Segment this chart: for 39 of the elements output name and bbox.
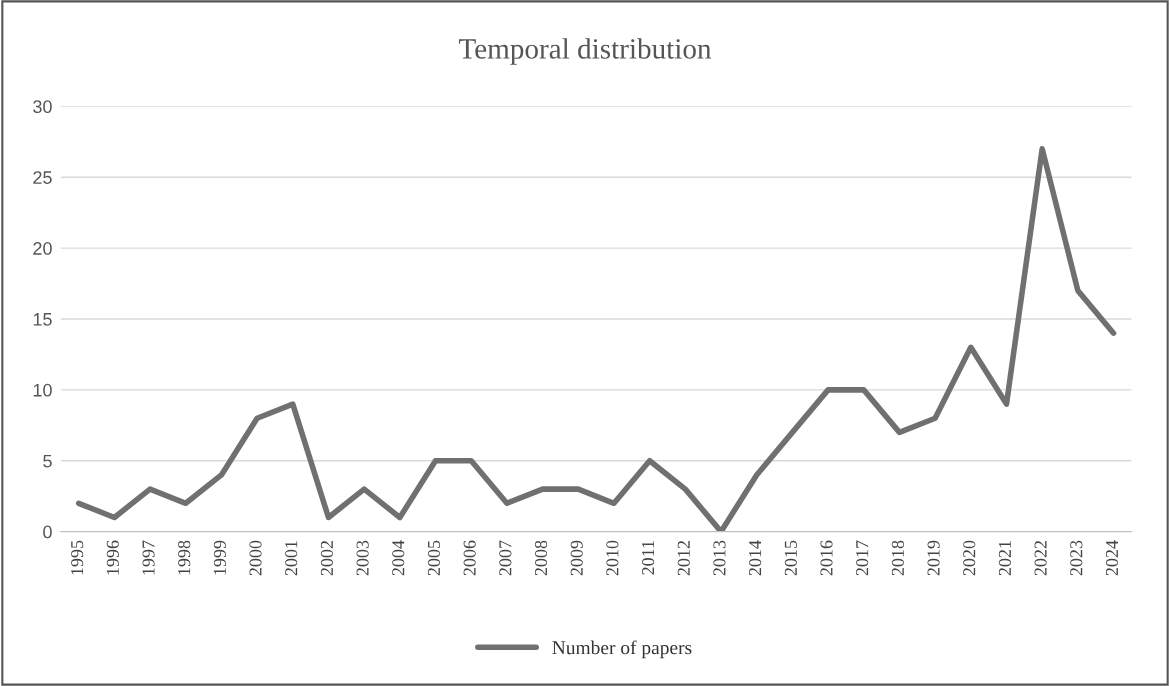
- x-tick-label: 2003: [356, 540, 369, 576]
- x-tick-label: 2010: [606, 540, 619, 576]
- chart-title: Temporal distribution: [458, 38, 712, 65]
- x-tick-label: 2008: [534, 540, 548, 576]
- x-tick-label: 2012: [677, 540, 690, 576]
- x-tick-label: 2000: [249, 540, 262, 576]
- y-tick-label: 15: [33, 313, 52, 326]
- x-tick-label: 2011: [641, 541, 655, 575]
- x-tick-label: 2009: [570, 540, 583, 576]
- x-tick-label: 2001: [285, 541, 298, 576]
- x-tick-label: 2022: [1034, 540, 1047, 576]
- y-tick-label: 10: [33, 383, 52, 397]
- x-tick-label: 2002: [320, 540, 333, 576]
- x-tick-label: 2014: [749, 540, 762, 576]
- x-tick-label: 1998: [178, 540, 191, 575]
- x-tick-label: 2005: [427, 540, 441, 576]
- x-tick-label: 2020: [963, 540, 976, 576]
- x-tick-label: 2018: [891, 540, 904, 576]
- x-tick-label: 1995: [71, 540, 84, 575]
- x-tick-label: 2007: [499, 540, 512, 576]
- x-tick-label: 2013: [713, 540, 726, 576]
- x-tick-label: 2019: [927, 540, 940, 576]
- x-tick-label: 2015: [784, 540, 797, 576]
- y-tick-label: 30: [33, 100, 52, 114]
- x-tick-label: 1997: [142, 540, 155, 575]
- x-tick-label: 2023: [1070, 540, 1083, 576]
- legend-label: Number of papers: [552, 640, 692, 659]
- x-tick-label: 2017: [856, 540, 869, 576]
- x-tick-label: 2006: [463, 540, 476, 576]
- x-tick-label: 1999: [213, 540, 226, 575]
- y-tick-label: 5: [43, 454, 52, 468]
- y-tick-label: 25: [33, 171, 52, 184]
- x-tick-label: 2004: [392, 540, 405, 576]
- x-tick-label: 1996: [106, 540, 119, 575]
- y-tick-label: 0: [43, 525, 52, 539]
- x-tick-label: 2024: [1105, 540, 1119, 576]
- x-tick-label: 2021: [998, 541, 1012, 576]
- x-tick-label: 2016: [820, 540, 833, 576]
- y-tick-label: 20: [33, 242, 52, 255]
